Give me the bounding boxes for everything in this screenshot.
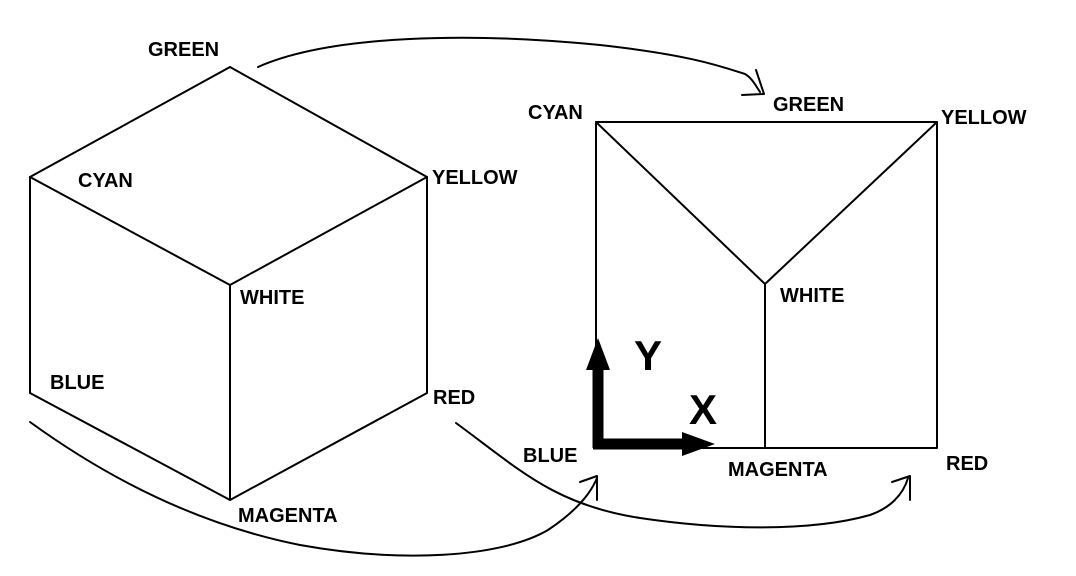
cube-edge-green-yellow bbox=[229, 66, 428, 178]
mapping-arrows bbox=[29, 36, 911, 557]
cube-label-blue: BLUE bbox=[50, 372, 104, 394]
arrow-blue-mapping bbox=[29, 421, 598, 557]
y-axis-arrowhead bbox=[586, 338, 610, 370]
cube-vertex-labels: GREEN CYAN YELLOW WHITE BLUE RED MAGENTA bbox=[50, 39, 518, 527]
projection-label-magenta: MAGENTA bbox=[728, 459, 828, 481]
arrow-green-head bbox=[741, 69, 765, 96]
cube-label-red: RED bbox=[433, 387, 475, 409]
projected-square bbox=[595, 121, 938, 449]
arrow-red-head bbox=[891, 475, 911, 501]
cube-label-green: GREEN bbox=[148, 39, 219, 61]
x-axis-arrowhead bbox=[682, 432, 715, 456]
arrow-green-mapping bbox=[257, 36, 761, 93]
projection-label-green: GREEN bbox=[773, 94, 844, 116]
projection-edge-yellow-white bbox=[764, 121, 938, 285]
xy-axes: Y X bbox=[586, 332, 717, 456]
projection-label-yellow: YELLOW bbox=[941, 107, 1027, 129]
isometric-cube bbox=[29, 66, 428, 501]
x-axis-label: X bbox=[689, 386, 717, 433]
projection-label-white: WHITE bbox=[780, 285, 844, 307]
projection-vertex-labels: CYAN GREEN YELLOW WHITE BLUE MAGENTA RED bbox=[523, 94, 1027, 481]
cube-label-yellow: YELLOW bbox=[432, 167, 518, 189]
projection-outline bbox=[595, 121, 938, 449]
cube-label-cyan: CYAN bbox=[78, 170, 133, 192]
projection-label-blue: BLUE bbox=[523, 445, 577, 467]
projection-label-red: RED bbox=[946, 453, 988, 475]
arrow-blue-head bbox=[579, 475, 598, 501]
cube-edge-blue-magenta bbox=[29, 392, 231, 501]
y-axis-label: Y bbox=[634, 332, 662, 379]
cube-edge-red-magenta bbox=[229, 392, 428, 501]
projection-label-cyan: CYAN bbox=[528, 102, 583, 124]
cube-edge-green-cyan bbox=[29, 66, 231, 178]
arrow-red-mapping bbox=[455, 422, 909, 529]
projection-edge-cyan-white bbox=[595, 121, 766, 285]
cube-edge-cyan-white bbox=[29, 176, 231, 286]
cube-edge-yellow-white bbox=[229, 176, 428, 286]
cube-label-magenta: MAGENTA bbox=[238, 505, 338, 527]
cube-label-white: WHITE bbox=[240, 287, 304, 309]
